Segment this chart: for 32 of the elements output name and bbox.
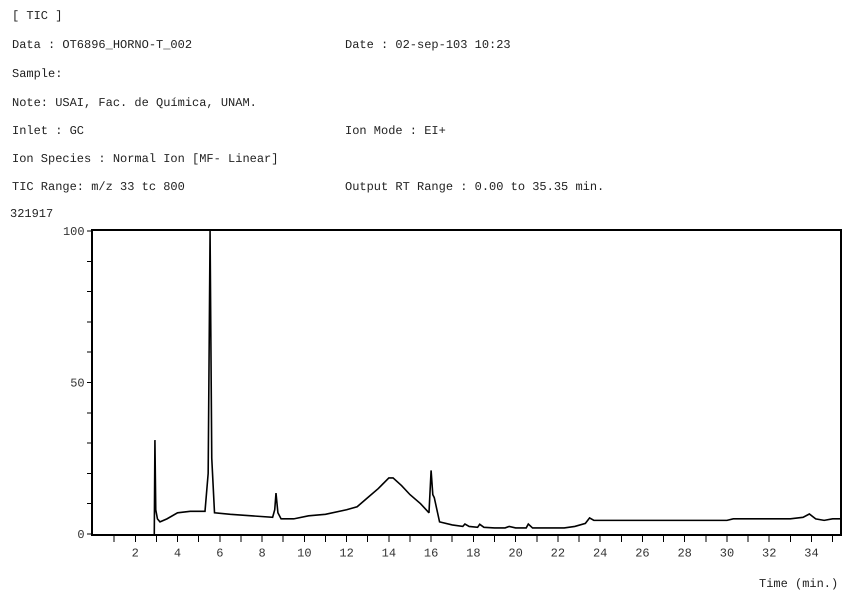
text: Note: USAI, Fac. de Química, UNAM.	[12, 96, 257, 110]
x-tick-label: 2	[132, 546, 139, 560]
x-tick-label: 4	[174, 546, 182, 560]
text: Inlet : GC	[12, 124, 84, 138]
x-tick-label: 32	[762, 546, 776, 560]
text: Sample:	[12, 67, 62, 81]
text: Output RT Range : 0.00 to 35.35 min.	[345, 180, 604, 194]
x-tick-label: 12	[339, 546, 354, 560]
x-tick-label: 18	[466, 546, 481, 560]
text: Ion Species : Normal Ion [MF- Linear]	[12, 152, 278, 166]
text: Data : OT6896_HORNO-T_002	[12, 38, 192, 52]
x-tick-label: 24	[592, 546, 608, 560]
text: 321917	[10, 207, 54, 221]
x-tick-label: 6	[216, 546, 224, 560]
x-tick-label: 10	[297, 546, 312, 560]
x-tick-label: 30	[720, 546, 734, 560]
x-axis-title: Time (min.)	[759, 577, 838, 591]
x-tick-label: 28	[677, 546, 692, 560]
y-tick-label: 100	[62, 225, 85, 240]
y-tick-label: 0	[77, 528, 85, 542]
x-tick-label: 22	[550, 546, 566, 560]
x-tick-label: 34	[804, 546, 819, 560]
x-tick-label: 16	[424, 546, 438, 560]
text: Date : 02-sep-103 10:23	[345, 38, 511, 52]
x-tick-label: 14	[382, 546, 396, 560]
text: Ion Mode : EI+	[345, 124, 446, 138]
x-tick-label: 8	[258, 546, 266, 560]
x-tick-label: 26	[635, 546, 650, 560]
text: TIC Range: m/z 33 tc 800	[12, 180, 185, 194]
y-tick-label: 50	[70, 376, 85, 391]
x-tick-label: 20	[508, 546, 523, 560]
chart-title: [ TIC ]	[12, 9, 62, 23]
